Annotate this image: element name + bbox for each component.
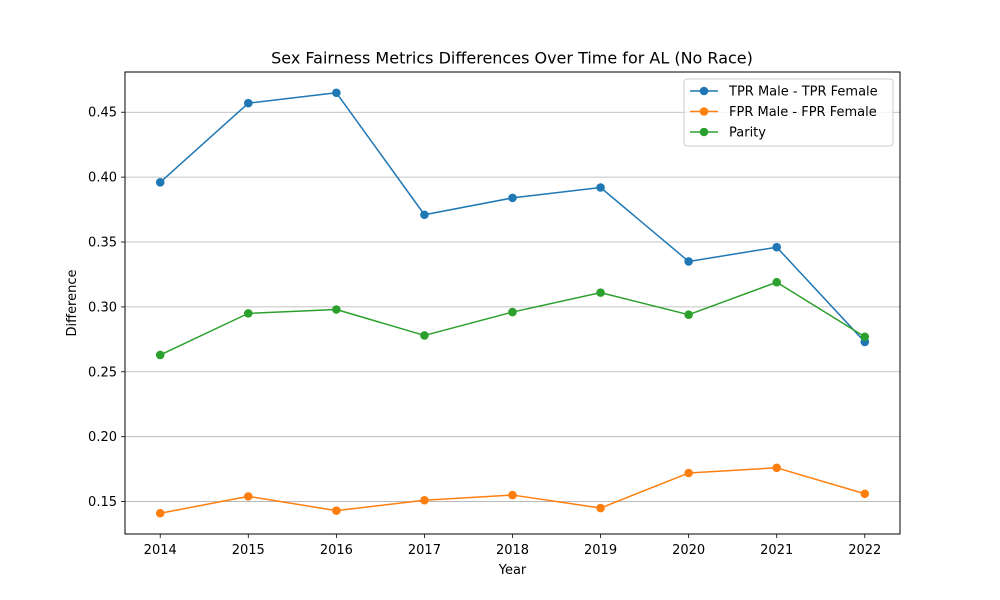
- data-point: [596, 183, 605, 192]
- data-point: [772, 463, 782, 473]
- data-point: [243, 492, 253, 501]
- data-point: [155, 350, 165, 360]
- data-point: [243, 309, 253, 318]
- y-axis-label: Difference: [65, 269, 80, 336]
- data-point: [332, 506, 341, 515]
- legend-label: TPR Male - TPR Female: [728, 85, 878, 100]
- data-point: [508, 490, 517, 500]
- data-point: [596, 503, 605, 513]
- data-point: [508, 307, 517, 317]
- x-tick-label: 2015: [232, 543, 265, 558]
- y-tick-label: 0.30: [88, 300, 117, 315]
- x-tick-label: 2014: [144, 543, 177, 558]
- data-point: [155, 178, 165, 187]
- chart-title: Sex Fairness Metrics Differences Over Ti…: [271, 49, 753, 68]
- y-tick-label: 0.20: [88, 430, 117, 445]
- x-tick-label: 2017: [408, 543, 441, 558]
- x-tick-label: 2018: [496, 543, 529, 558]
- legend: TPR Male - TPR Female FPR Male - FPR Fema…: [683, 78, 894, 147]
- data-point: [243, 98, 253, 108]
- y-axis-ticks: 0.15 0.20 0.25 0.30 0.35 0.40 0.45: [88, 106, 125, 510]
- x-tick-label: 2016: [320, 543, 353, 558]
- data-point: [860, 489, 870, 499]
- data-point: [420, 495, 429, 505]
- series-3: [155, 277, 870, 360]
- y-tick-label: 0.40: [88, 171, 117, 186]
- data-point: [684, 257, 693, 266]
- y-tick-label: 0.35: [88, 236, 117, 251]
- legend-swatch-marker: [699, 107, 709, 116]
- x-tick-label: 2019: [584, 543, 617, 558]
- legend-item: Parity: [690, 126, 766, 141]
- y-tick-label: 0.15: [88, 495, 117, 510]
- data-point: [684, 468, 693, 478]
- legend-swatch-marker: [699, 86, 709, 96]
- data-point: [772, 242, 782, 252]
- legend-item: TPR Male - TPR Female: [690, 85, 878, 100]
- data-point: [772, 277, 782, 287]
- legend-label: FPR Male - FPR Female: [729, 105, 877, 120]
- series-line: [160, 467, 865, 514]
- data-point: [332, 88, 341, 98]
- y-tick-label: 0.45: [88, 106, 117, 121]
- y-tick-label: 0.25: [88, 365, 117, 380]
- x-tick-label: 2022: [848, 543, 881, 558]
- legend-item: FPR Male - FPR Female: [690, 105, 877, 120]
- x-axis-ticks: 2014 2015 2016 2017 2018 2019 2020 2021 2022: [144, 534, 881, 558]
- data-point: [155, 508, 165, 518]
- legend-box: [683, 78, 894, 147]
- x-tick-label: 2020: [672, 543, 705, 558]
- x-axis-label: Year: [498, 563, 527, 578]
- data-point: [596, 288, 605, 297]
- data-point: [420, 331, 429, 340]
- data-point: [684, 310, 693, 319]
- series-2: [155, 463, 870, 518]
- legend-label: Parity: [729, 126, 766, 141]
- series-1: [155, 88, 870, 347]
- gridlines: [125, 111, 900, 502]
- series-line: [159, 281, 866, 356]
- legend-swatch-marker: [699, 127, 709, 137]
- data-point: [420, 210, 429, 220]
- x-tick-label: 2021: [760, 543, 793, 558]
- data-point: [508, 193, 517, 203]
- data-point: [860, 332, 870, 342]
- series-lines: [155, 88, 870, 518]
- data-point: [332, 305, 341, 314]
